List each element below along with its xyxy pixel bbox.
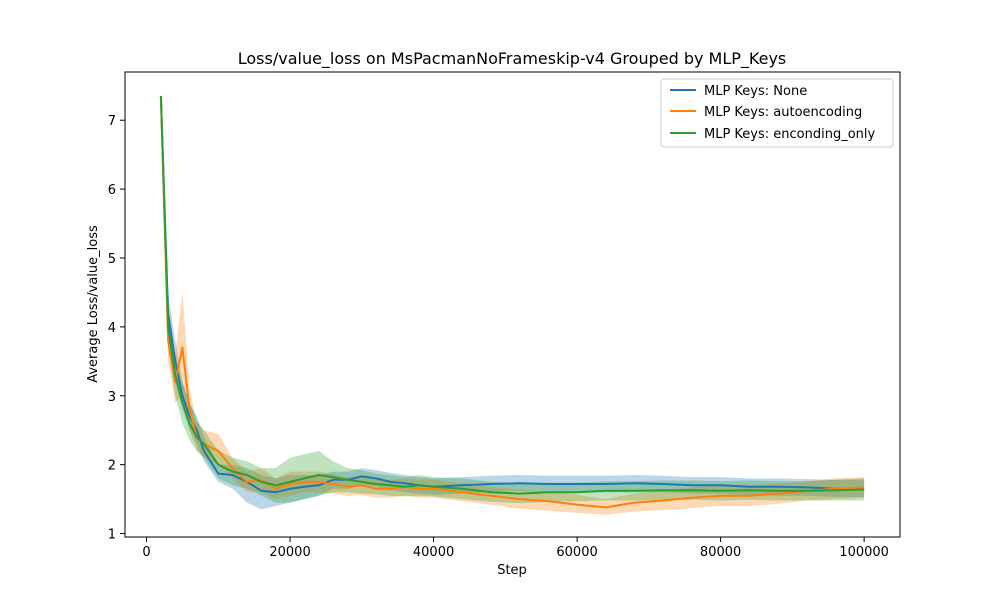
legend: MLP Keys: None MLP Keys: autoencoding ML… — [660, 78, 894, 148]
x-tick-label: 40000 — [413, 545, 454, 560]
y-tick-label: 4 — [108, 321, 116, 336]
y-axis-ticks: 1 2 3 4 5 6 7 — [108, 114, 125, 543]
y-tick-label: 1 — [108, 528, 116, 543]
line-mlp-keys-enconding-only — [159, 96, 865, 495]
x-axis-label: Step — [497, 563, 527, 578]
band-mlp-keys-autoencoding — [160, 92, 865, 515]
band-mlp-keys-none — [160, 92, 865, 510]
band-mlp-keys-enconding-only — [160, 92, 865, 504]
x-axis-ticks: 0 20000 40000 60000 80000 100000 — [142, 537, 889, 560]
y-tick-label: 7 — [108, 114, 116, 129]
legend-label-enconding-only: MLP Keys: enconding_only — [704, 127, 876, 142]
x-tick-label: 60000 — [556, 545, 597, 560]
x-tick-label: 20000 — [269, 545, 310, 560]
series-lines — [159, 96, 865, 509]
confidence-bands — [160, 92, 865, 515]
y-tick-label: 6 — [108, 183, 116, 198]
line-mlp-keys-autoencoding — [159, 96, 865, 509]
y-tick-label: 2 — [108, 459, 116, 474]
chart-title: Loss/value_loss on MsPacmanNoFrameskip-v… — [238, 49, 787, 69]
legend-label-autoencoding: MLP Keys: autoencoding — [704, 105, 862, 120]
y-axis-label: Average Loss/value_loss — [86, 225, 101, 383]
x-tick-label: 80000 — [700, 545, 741, 560]
y-tick-label: 3 — [108, 390, 116, 405]
y-tick-label: 5 — [108, 252, 116, 267]
plot-frame — [124, 71, 901, 538]
x-tick-label: 100000 — [839, 545, 889, 560]
legend-label-none: MLP Keys: None — [704, 84, 807, 99]
x-tick-label: 0 — [142, 545, 150, 560]
line-mlp-keys-none — [159, 96, 865, 494]
legend-box — [660, 78, 894, 148]
